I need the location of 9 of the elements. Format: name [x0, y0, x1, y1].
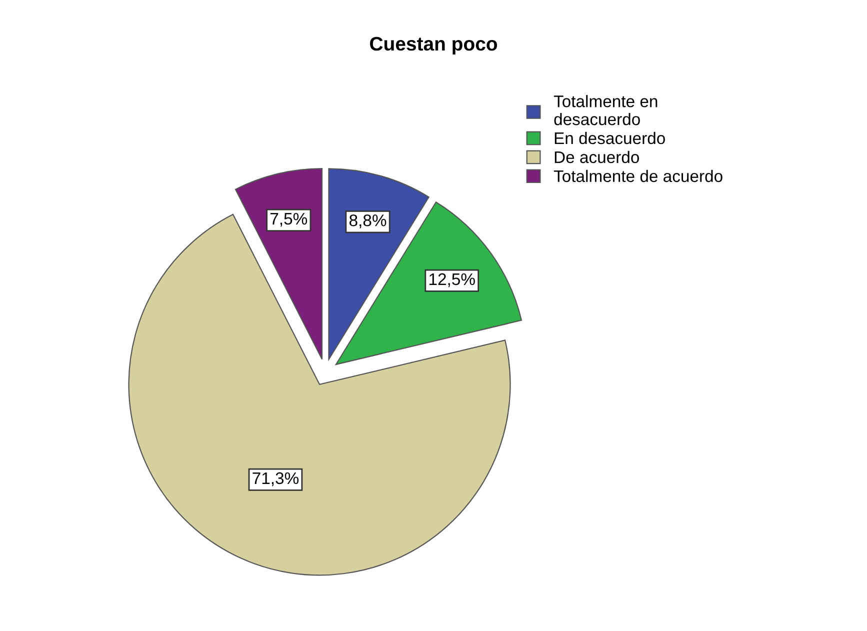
- data-label: 8,8%: [350, 214, 386, 228]
- chart-title: Cuestan poco: [370, 36, 498, 55]
- legend-label: En desacuerdo: [554, 132, 665, 144]
- legend-label: Totalmente en desacuerdo: [554, 95, 658, 126]
- data-label: 71,3%: [252, 472, 299, 486]
- legend-label: Totalmente de acuerdo: [554, 170, 722, 182]
- data-label: 7,5%: [270, 212, 308, 227]
- legend-label: De acuerdo: [554, 150, 639, 164]
- data-label: 12,5%: [430, 273, 475, 288]
